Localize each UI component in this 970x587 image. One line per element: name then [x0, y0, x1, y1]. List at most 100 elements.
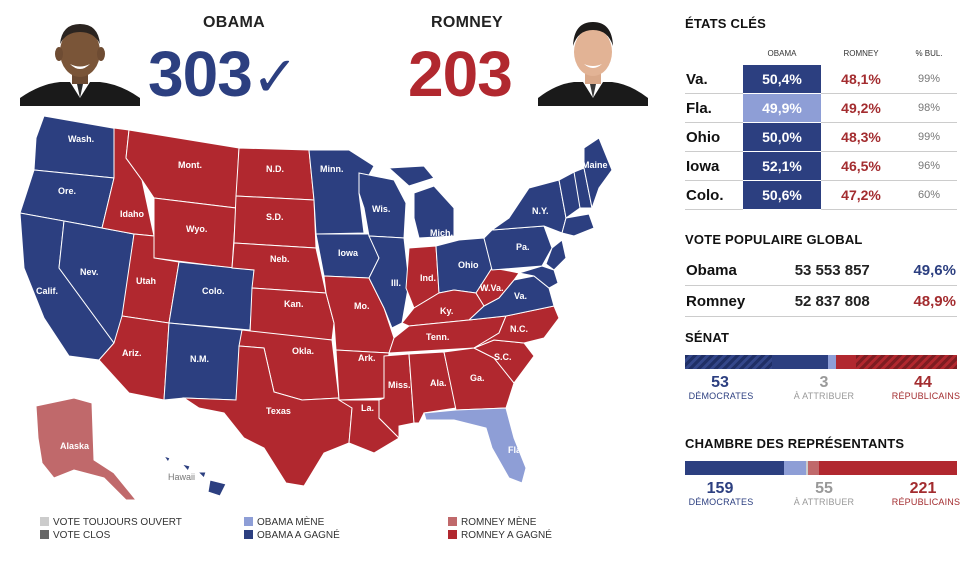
legend-item-closed: VOTE CLOS	[40, 529, 182, 542]
key-state-ballots-pct: 96%	[901, 151, 957, 181]
key-state-row[interactable]: Colo. 50,6% 47,2% 60%	[685, 180, 957, 210]
house-bar-undecided	[806, 461, 808, 475]
legend-label-romney-leads: ROMNEY MÈNE	[461, 517, 537, 528]
key-states-table: OBAMA ROMNEY % BUL. Va. 50,4% 48,1% 99% …	[685, 41, 957, 210]
state-maryland-delaware[interactable]	[518, 265, 559, 289]
key-state-row[interactable]: Ohio 50,0% 48,3% 99%	[685, 122, 957, 152]
senate-rep-label: RÉPUBLICAINS	[891, 391, 961, 401]
house-dem-label: DÉMOCRATES	[688, 497, 754, 507]
state-michigan[interactable]	[387, 165, 455, 239]
label-ok: Okla.	[292, 346, 314, 356]
label-il: Ill.	[391, 278, 401, 288]
state-vermont-nh[interactable]	[558, 167, 593, 219]
label-hi: Hawaii	[168, 472, 195, 482]
label-wi: Wis.	[372, 204, 390, 214]
key-state-name: Iowa	[685, 151, 743, 181]
legend-item-romney-leads: ROMNEY MÈNE	[448, 516, 552, 529]
col-header-pct: % BUL.	[915, 48, 943, 58]
label-nm: N.M.	[190, 354, 209, 364]
popular-vote-panel: VOTE POPULAIRE GLOBAL Obama 53 553 857 4…	[685, 232, 957, 317]
obama-electoral-votes: 303✓	[148, 42, 299, 106]
senate-title: SÉNAT	[685, 330, 730, 345]
swatch-obama-leads	[244, 517, 253, 526]
label-mi: Mich.	[430, 228, 453, 238]
label-ca: Calif.	[36, 286, 58, 296]
key-state-row[interactable]: Iowa 52,1% 46,5% 96%	[685, 151, 957, 181]
label-nc: N.C.	[510, 324, 528, 334]
house-rep-label: RÉPUBLICAINS	[891, 497, 961, 507]
house-bar	[685, 461, 957, 475]
label-ks: Kan.	[284, 299, 304, 309]
house-bar-rep	[819, 461, 957, 475]
swatch-romney-won	[448, 530, 457, 539]
swatch-closed	[40, 530, 49, 539]
label-mt: Mont.	[178, 160, 202, 170]
state-washington[interactable]	[33, 115, 125, 179]
house-dem-count: 159	[706, 480, 734, 497]
key-state-romney-pct: 48,1%	[821, 65, 902, 94]
state-alaska[interactable]	[35, 397, 138, 501]
col-header-obama: OBAMA	[767, 48, 797, 58]
state-new-york[interactable]	[490, 179, 567, 234]
senate-bar-dem-holdover	[685, 355, 772, 369]
legend-item-open: VOTE TOUJOURS OUVERT	[40, 516, 182, 529]
label-ar: Ark.	[358, 353, 376, 363]
legend-label-obama-leads: OBAMA MÈNE	[257, 517, 325, 528]
label-wv: W.Va.	[480, 283, 504, 293]
state-colorado[interactable]	[168, 261, 255, 331]
key-state-obama-pct: 49,9%	[743, 93, 821, 123]
popular-vote-pct: 49,6%	[899, 255, 957, 286]
label-nd: N.D.	[266, 164, 284, 174]
state-hawaii[interactable]	[162, 455, 227, 497]
popular-vote-title: VOTE POPULAIRE GLOBAL	[685, 232, 863, 247]
label-ne: Neb.	[270, 254, 290, 264]
label-wy: Wyo.	[186, 224, 207, 234]
state-new-england-south[interactable]	[561, 213, 595, 237]
label-ga: Ga.	[470, 373, 485, 383]
key-state-row[interactable]: Fla. 49,9% 49,2% 98%	[685, 93, 957, 123]
obama-votes-number: 303	[148, 38, 253, 110]
label-id: Idaho	[120, 209, 145, 219]
col-header-romney: ROMNEY	[843, 48, 879, 58]
popular-vote-pct: 48,9%	[899, 285, 957, 317]
label-sc: S.C.	[494, 352, 512, 362]
key-state-ballots-pct: 99%	[901, 65, 957, 94]
label-pa: Pa.	[516, 242, 530, 252]
senate-bar-rep-holdover	[856, 355, 957, 369]
senate-undecided-label: À ATTRIBUER	[793, 391, 855, 401]
key-states-header-row: OBAMA ROMNEY % BUL.	[685, 41, 957, 65]
key-state-obama-pct: 50,4%	[743, 65, 821, 94]
romney-electoral-votes: 203	[408, 38, 513, 110]
state-north-carolina[interactable]	[473, 305, 560, 349]
state-maine[interactable]	[583, 137, 613, 210]
popular-vote-table: Obama 53 553 857 49,6% Romney 52 837 808…	[685, 255, 957, 317]
label-la: La.	[361, 403, 374, 413]
house-rep-count: 221	[909, 480, 937, 497]
label-in: Ind.	[420, 273, 436, 283]
label-oh: Ohio	[458, 260, 479, 270]
state-texas[interactable]	[182, 345, 353, 487]
label-nv: Nev.	[80, 267, 98, 277]
house-undecided-label: À ATTRIBUER	[793, 497, 855, 507]
label-wa: Wash.	[68, 134, 94, 144]
swatch-open	[40, 517, 49, 526]
state-new-jersey[interactable]	[545, 239, 567, 271]
state-illinois[interactable]	[368, 235, 410, 329]
state-florida[interactable]	[423, 407, 527, 484]
state-south-dakota[interactable]	[233, 195, 317, 249]
state-minnesota[interactable]	[308, 149, 375, 235]
key-state-name: Colo.	[685, 180, 743, 210]
label-sd: S.D.	[266, 212, 284, 222]
house-bar-undecided-dem	[784, 461, 806, 475]
key-state-obama-pct: 50,0%	[743, 122, 821, 152]
state-kansas[interactable]	[249, 287, 335, 341]
label-ak: Alaska	[60, 441, 90, 451]
key-state-name: Ohio	[685, 122, 743, 152]
label-ut: Utah	[136, 276, 156, 286]
popular-vote-name: Obama	[685, 255, 764, 286]
label-ny: N.Y.	[532, 206, 549, 216]
state-north-dakota[interactable]	[235, 147, 315, 201]
house-title: CHAMBRE DES REPRÉSENTANTS	[685, 436, 905, 451]
house-undecided-count: 55	[815, 480, 833, 497]
key-state-row[interactable]: Va. 50,4% 48,1% 99%	[685, 65, 957, 94]
